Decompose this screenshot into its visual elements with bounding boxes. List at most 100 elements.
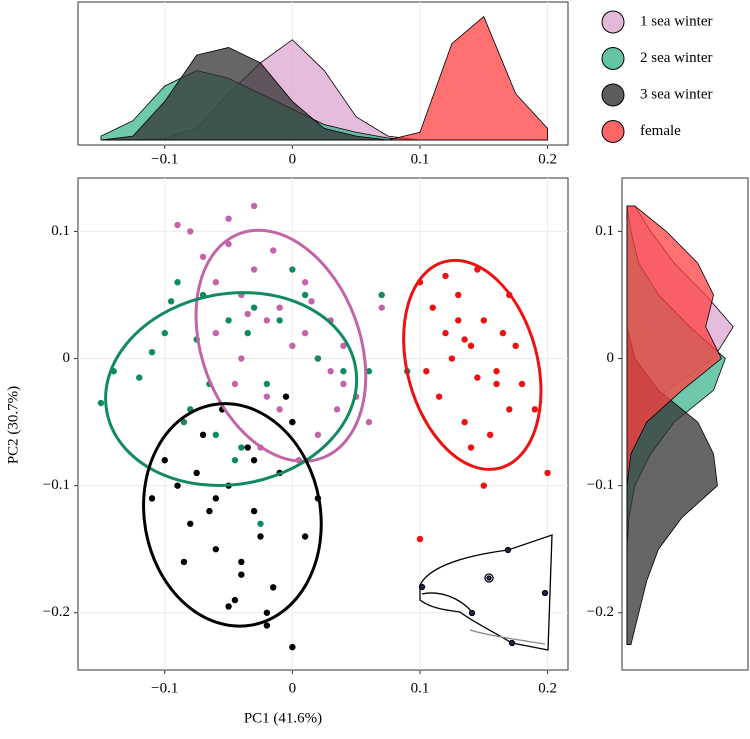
point <box>250 457 258 464</box>
point <box>340 380 347 388</box>
point <box>270 247 277 254</box>
x-tick-label: −0.1 <box>151 680 178 696</box>
point <box>442 272 449 280</box>
point <box>225 240 232 248</box>
legend-label: 3 sea winter <box>640 86 712 102</box>
point <box>289 342 296 350</box>
point <box>276 406 283 413</box>
point <box>212 279 220 286</box>
legend-key <box>601 10 625 34</box>
point <box>461 418 468 426</box>
point <box>327 368 334 375</box>
point <box>480 317 487 324</box>
point <box>263 609 271 616</box>
x-axis-title: PC1 (41.6%) <box>244 710 322 726</box>
point <box>148 495 156 502</box>
point <box>148 348 156 356</box>
point <box>263 317 271 324</box>
x-tick-label: 0.2 <box>538 680 557 696</box>
point <box>97 399 105 407</box>
point <box>416 535 424 543</box>
point <box>174 221 181 229</box>
point <box>212 431 220 439</box>
y-tick-label: 0 <box>63 350 71 366</box>
x-tick-label: 0.2 <box>538 151 557 167</box>
point <box>187 228 194 235</box>
layers: −0.1 −0.1 0 0 0.1 0.1 0.2 0.2 −0.2 −0.2 −0.1 −0.1 0 0… <box>43 2 734 696</box>
point <box>429 304 436 311</box>
y-tick-label: −0.2 <box>587 604 614 620</box>
confidence-ellipse <box>402 258 543 471</box>
point <box>187 520 194 527</box>
legend-key <box>601 83 625 107</box>
x-tick-label: −0.1 <box>151 151 178 167</box>
point <box>161 457 168 464</box>
point <box>250 202 258 210</box>
point <box>212 329 220 337</box>
legend-label: female <box>640 123 681 139</box>
legend-key <box>601 120 625 143</box>
point <box>244 310 251 318</box>
point <box>238 444 245 451</box>
point <box>455 291 462 299</box>
point <box>225 215 232 222</box>
point <box>276 317 283 324</box>
point <box>365 368 373 375</box>
point <box>333 406 341 413</box>
point <box>455 317 462 324</box>
point <box>308 298 315 305</box>
point <box>263 622 271 629</box>
point <box>467 342 475 350</box>
point <box>174 482 181 489</box>
point <box>531 406 539 413</box>
confidence-ellipse <box>104 291 359 487</box>
point <box>257 520 264 527</box>
point <box>448 355 456 362</box>
point <box>378 291 385 299</box>
point <box>474 374 481 381</box>
point <box>231 596 239 604</box>
point <box>512 342 519 350</box>
point <box>276 304 283 311</box>
point <box>435 393 443 400</box>
point <box>206 507 213 515</box>
point <box>250 304 258 311</box>
point <box>486 431 494 439</box>
point <box>493 380 500 388</box>
y-tick-label: −0.1 <box>43 477 70 493</box>
point <box>263 393 271 400</box>
point <box>263 380 271 388</box>
point <box>212 495 220 502</box>
point <box>238 558 245 566</box>
point <box>289 643 296 651</box>
point <box>301 279 309 286</box>
legend-label: 1 sea winter <box>640 13 712 29</box>
point <box>180 558 188 566</box>
y-tick-label: 0.1 <box>51 223 70 239</box>
point <box>199 431 207 439</box>
point <box>544 469 551 477</box>
point <box>314 355 322 362</box>
y-tick-label: 0.1 <box>595 223 614 239</box>
y-axis-title: PC2 (30.7%) <box>5 386 21 464</box>
point <box>493 368 500 375</box>
point <box>301 533 309 540</box>
point <box>257 533 264 540</box>
legend-key <box>601 47 625 70</box>
confidence-ellipse <box>194 228 368 463</box>
point <box>174 279 181 286</box>
point <box>161 329 168 337</box>
point <box>212 546 220 553</box>
point <box>365 418 373 426</box>
point <box>250 266 258 273</box>
point <box>301 291 309 299</box>
x-tick-label: 0 <box>289 151 297 167</box>
x-tick-label: 0.1 <box>411 151 430 167</box>
point <box>167 298 175 305</box>
point <box>340 368 347 375</box>
point <box>193 469 200 477</box>
point <box>238 571 245 578</box>
point <box>480 482 487 489</box>
point <box>238 355 245 362</box>
